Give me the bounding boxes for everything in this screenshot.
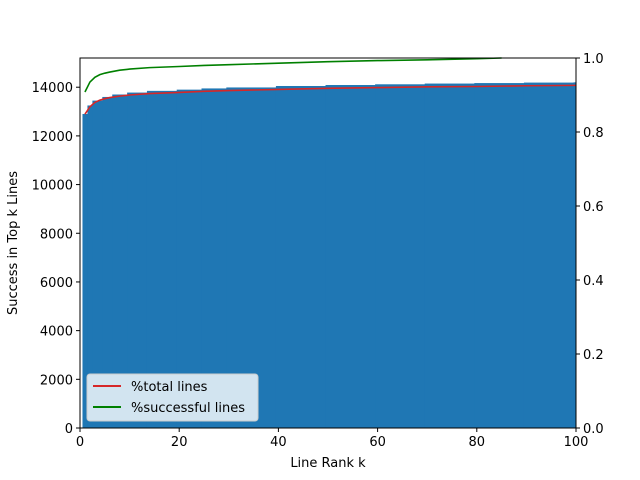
x-tick-label: 100 bbox=[564, 435, 589, 450]
x-axis: 0 20 40 60 80 100 bbox=[76, 428, 589, 450]
y-axis-left: 0 2000 4000 6000 8000 10000 12000 14000 bbox=[32, 81, 80, 437]
plot-frame bbox=[79, 57, 577, 429]
legend-box bbox=[86, 373, 259, 422]
bar bbox=[127, 92, 148, 428]
series-lines bbox=[84, 57, 577, 115]
legend-label-successful: %successful lines bbox=[131, 401, 245, 416]
bar bbox=[375, 84, 426, 428]
bar bbox=[474, 83, 525, 429]
series-line-total bbox=[84, 84, 577, 115]
y-tick-label: 4000 bbox=[40, 325, 73, 340]
bar bbox=[82, 113, 88, 428]
series-line-successful bbox=[84, 57, 502, 93]
y-tick-label: 2000 bbox=[40, 373, 73, 388]
bar bbox=[226, 87, 277, 428]
y-axis-label: Success in Top k Lines bbox=[6, 171, 21, 315]
y-tick-label: 12000 bbox=[32, 130, 73, 145]
bar bbox=[523, 82, 575, 429]
bar bbox=[325, 85, 376, 428]
y-tick-label: 6000 bbox=[40, 276, 73, 291]
y2-tick-label: 1.0 bbox=[583, 52, 604, 67]
x-tick-label: 40 bbox=[270, 435, 287, 450]
y-axis-right: 0.0 0.2 0.4 0.6 0.8 1.0 bbox=[576, 52, 604, 437]
bar bbox=[146, 90, 178, 428]
bar bbox=[176, 89, 203, 428]
y2-tick-label: 0.4 bbox=[583, 274, 604, 289]
y-tick-label: 8000 bbox=[40, 227, 73, 242]
x-tick-label: 80 bbox=[469, 435, 486, 450]
legend: %total lines %successful lines bbox=[86, 373, 259, 422]
legend-label-total: %total lines bbox=[131, 380, 208, 395]
y-tick-label: 0 bbox=[65, 422, 73, 437]
y-tick-label: 14000 bbox=[32, 81, 73, 96]
bars bbox=[82, 82, 577, 429]
y2-tick-label: 0.6 bbox=[583, 200, 604, 215]
y2-tick-label: 0.8 bbox=[583, 126, 604, 141]
bar bbox=[573, 82, 577, 428]
bar bbox=[424, 83, 475, 429]
y2-tick-label: 0.0 bbox=[583, 422, 604, 437]
bar bbox=[275, 85, 327, 429]
bar bbox=[102, 96, 113, 429]
bar bbox=[87, 105, 93, 428]
y2-tick-label: 0.2 bbox=[583, 348, 604, 363]
bar bbox=[201, 88, 227, 428]
bar bbox=[112, 94, 128, 429]
x-axis-label: Line Rank k bbox=[290, 456, 366, 471]
bar bbox=[92, 100, 103, 428]
x-tick-label: 0 bbox=[76, 435, 84, 450]
y-tick-label: 10000 bbox=[32, 179, 73, 194]
x-tick-label: 20 bbox=[171, 435, 188, 450]
x-tick-label: 60 bbox=[369, 435, 386, 450]
